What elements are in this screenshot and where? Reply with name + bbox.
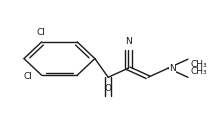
Text: N: N <box>169 64 176 73</box>
Text: N: N <box>125 37 132 46</box>
Text: Cl: Cl <box>24 72 33 81</box>
Text: Cl: Cl <box>36 28 45 37</box>
Text: CH₃: CH₃ <box>190 67 207 76</box>
Text: CH₃: CH₃ <box>190 60 207 69</box>
Text: O: O <box>105 84 112 93</box>
